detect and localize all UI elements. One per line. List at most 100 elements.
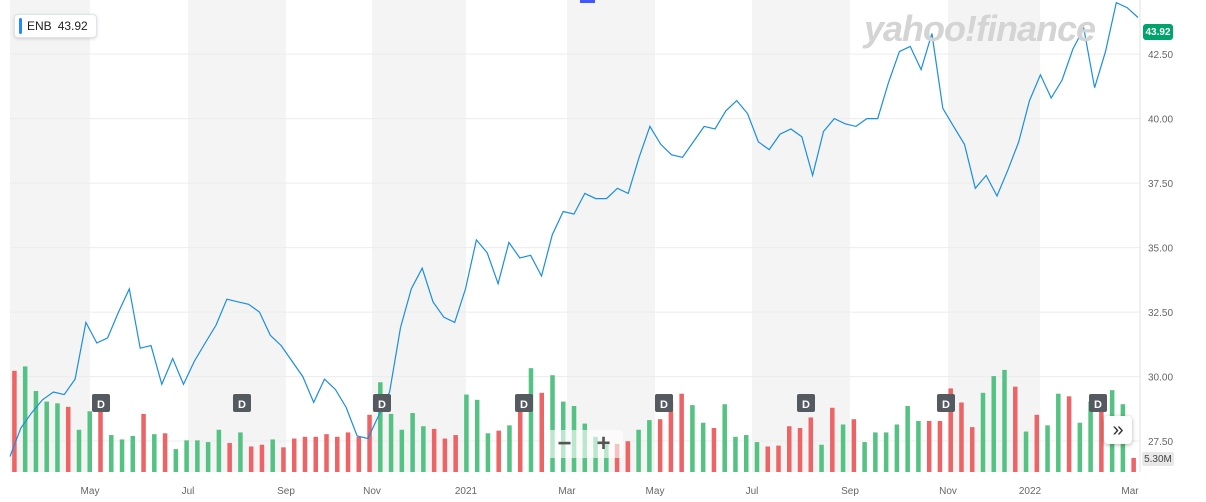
volume-bar [647, 420, 652, 472]
dividend-marker-box [1089, 394, 1107, 412]
x-tick-label: Jul [746, 486, 759, 497]
ticker-symbol: ENB [27, 19, 52, 33]
volume-scale-label: 5.30M [1142, 452, 1174, 466]
volume-bar [33, 391, 39, 472]
volume-bar [22, 366, 28, 472]
volume-bar [604, 444, 609, 472]
dividend-marker-box [515, 394, 533, 412]
month-band [372, 0, 466, 472]
month-band [752, 0, 850, 472]
volume-bar [119, 439, 125, 472]
volume-bar [55, 403, 60, 472]
y-tick-label: 27.50 [1148, 437, 1173, 448]
volume-bar [625, 441, 631, 472]
y-tick-label: 35.00 [1148, 244, 1173, 255]
volume-bar [12, 370, 17, 472]
volume-bar [840, 424, 846, 472]
x-tick-label: Nov [939, 486, 957, 497]
volume-bars [12, 366, 1136, 472]
volume-bar [195, 440, 200, 472]
ticker-price: 43.92 [57, 19, 88, 33]
dividend-marker[interactable]: D [373, 394, 391, 412]
dividend-marker-label: D [97, 399, 105, 411]
volume-bar [700, 422, 706, 472]
volume-bar [152, 434, 157, 472]
dividend-marker[interactable]: D [92, 394, 110, 412]
y-axis-labels: 42.50 40.00 37.50 35.00 32.50 30.00 27.50 [1148, 50, 1173, 448]
volume-bar [668, 401, 674, 472]
volume-bar [926, 420, 932, 472]
volume-bar [819, 444, 824, 472]
volume-bar [1023, 431, 1029, 472]
dividend-marker-box [937, 394, 955, 412]
volume-bar [711, 428, 717, 472]
month-band [567, 0, 655, 472]
x-tick-label: May [646, 486, 665, 497]
dividend-marker-label: D [1094, 399, 1102, 411]
volume-bar [969, 427, 975, 472]
volume-bar [367, 414, 372, 472]
y-tick-label: 32.50 [1148, 308, 1173, 319]
volume-bar [464, 394, 469, 472]
volume-bar [474, 399, 480, 472]
volume-bar [1088, 401, 1093, 472]
pan-handle[interactable] [580, 0, 595, 3]
volume-bar [991, 376, 997, 472]
zoom-in-button[interactable]: + [596, 430, 611, 457]
zoom-out-button[interactable]: − [557, 430, 572, 457]
volume-bar [356, 436, 362, 472]
volume-bar [291, 438, 297, 472]
volume-bar [916, 420, 921, 472]
x-tick-label: May [81, 486, 100, 497]
volume-bar [980, 392, 986, 472]
dividend-marker[interactable]: D [1089, 394, 1107, 412]
volume-bar [1099, 395, 1104, 472]
y-tick-label: 40.00 [1148, 115, 1173, 126]
volume-bar [281, 447, 286, 472]
dividend-marker[interactable]: D [233, 394, 251, 412]
volume-bar [1045, 425, 1050, 472]
x-tick-label: 2022 [1019, 486, 1042, 497]
volume-bar [65, 406, 71, 472]
volume-bar [216, 429, 222, 472]
volume-bar [399, 429, 405, 472]
dividend-marker-label: D [802, 399, 810, 411]
volume-bar [485, 433, 491, 472]
dividend-marker[interactable]: D [655, 394, 673, 412]
volume-bar [87, 411, 93, 472]
volume-bar [937, 420, 943, 472]
volume-bar [1056, 393, 1061, 472]
volume-bar [1077, 422, 1083, 472]
volume-bar [44, 401, 49, 472]
dividend-marker[interactable]: D [515, 394, 533, 412]
ticker-legend[interactable]: ENB 43.92 [14, 14, 97, 38]
volume-bar [539, 392, 545, 472]
volume-bar [862, 442, 867, 472]
month-band [188, 0, 286, 472]
volume-bar [905, 406, 910, 472]
volume-bar [98, 404, 103, 472]
volume-bar [507, 425, 512, 472]
expand-chart-button[interactable]: » [1104, 416, 1132, 444]
series-color-marker [19, 18, 22, 34]
volume-bar [959, 402, 964, 472]
volume-bar [797, 428, 803, 472]
volume-bar [733, 436, 738, 472]
volume-bar [1066, 396, 1072, 472]
volume-bar [259, 444, 265, 472]
dividend-marker-box [92, 394, 110, 412]
volume-bar [141, 413, 146, 472]
x-tick-label: Sep [277, 486, 295, 497]
x-tick-label: Jul [182, 486, 195, 497]
dividend-marker-label: D [378, 399, 386, 411]
dividend-marker[interactable]: D [937, 394, 955, 412]
volume-bar [883, 432, 889, 472]
yahoo-finance-logo: yahoo!finance [864, 8, 1096, 49]
volume-bar [776, 445, 781, 472]
dividend-marker[interactable]: D [797, 394, 815, 412]
volume-bar [722, 404, 727, 472]
volume-bar [517, 408, 523, 472]
volume-bar [1131, 457, 1136, 472]
